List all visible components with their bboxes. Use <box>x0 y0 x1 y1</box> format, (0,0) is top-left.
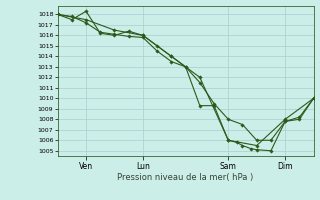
X-axis label: Pression niveau de la mer( hPa ): Pression niveau de la mer( hPa ) <box>117 173 254 182</box>
